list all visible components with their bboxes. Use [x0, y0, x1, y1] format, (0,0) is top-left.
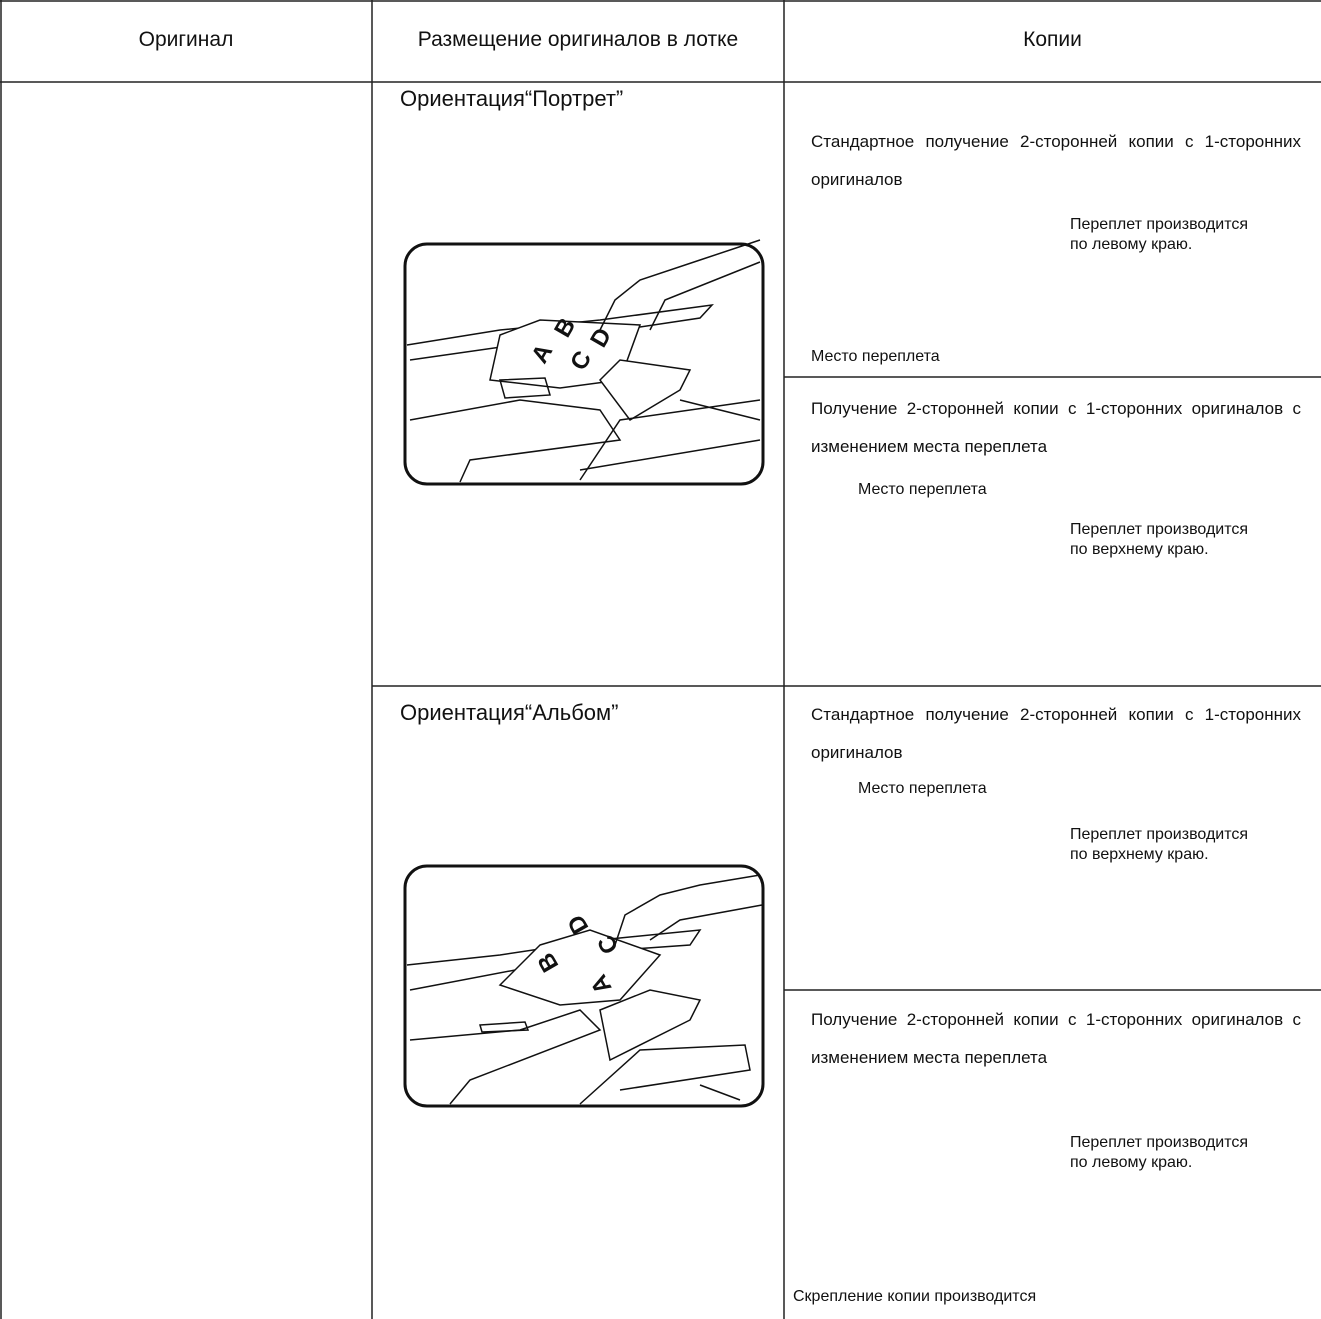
binding-label: Место переплета [811, 348, 940, 365]
header-cell: Копии [1023, 28, 1082, 51]
binding-label: Место переплета [858, 780, 987, 797]
binding-note: Переплет производится по левому краю. [1070, 1134, 1249, 1171]
copy-text: Стандартное получение 2-сторонней копии … [811, 132, 1301, 189]
illustration-portrait [403, 239, 765, 486]
header-cell: Оригинал [138, 28, 234, 51]
placement-label: Ориентация“Портрет” [400, 86, 624, 111]
copy-text: Получение 2-сторонней копии с 1-сторонни… [811, 399, 1301, 456]
illustration-landscape [403, 864, 765, 1108]
footer-text: Скрепление копии производится [793, 1288, 1037, 1305]
copy-text: Стандартное получение 2-сторонней копии … [811, 705, 1301, 762]
copy-text: Получение 2-сторонней копии с 1-сторонни… [811, 1010, 1301, 1067]
binding-label: Место переплета [858, 481, 987, 498]
binding-note: Переплет производится по верхнему краю. [1070, 826, 1249, 863]
placement-label: Ориентация“Альбом” [400, 700, 619, 725]
header-cell: Размещение оригиналов в лотке [417, 28, 739, 51]
binding-note: Переплет производится по левому краю. [1070, 216, 1249, 253]
binding-note: Переплет производится по верхнему краю. [1070, 521, 1249, 558]
